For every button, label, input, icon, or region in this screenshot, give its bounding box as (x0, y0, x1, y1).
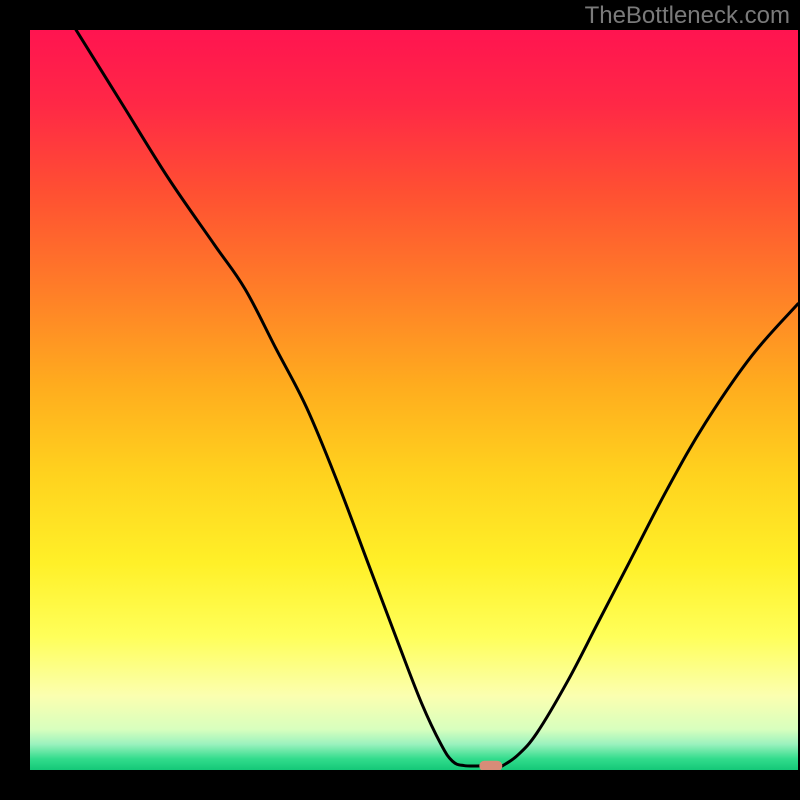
chart-container: TheBottleneck.com (0, 0, 800, 800)
watermark-text: TheBottleneck.com (585, 2, 790, 30)
bottleneck-curve (76, 30, 798, 766)
optimal-marker (479, 761, 502, 770)
curve-layer (30, 30, 798, 770)
plot-area (30, 30, 798, 770)
